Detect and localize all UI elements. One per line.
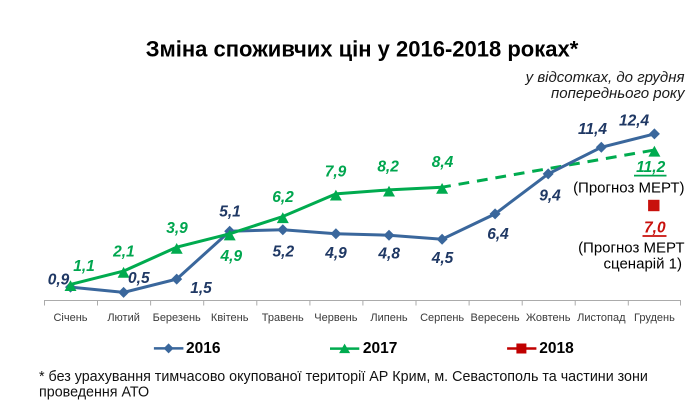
svg-text:7,9: 7,9	[325, 164, 347, 181]
svg-text:Квітень: Квітень	[211, 312, 249, 324]
svg-text:4,8: 4,8	[377, 246, 400, 263]
svg-text:Лютий: Лютий	[107, 312, 140, 324]
svg-text:Листопад: Листопад	[577, 312, 626, 324]
svg-text:2018: 2018	[539, 340, 574, 357]
svg-text:12,4: 12,4	[619, 112, 650, 129]
svg-text:(Прогноз МЕРТ): (Прогноз МЕРТ)	[573, 179, 684, 196]
svg-text:Вересень: Вересень	[471, 312, 520, 324]
svg-text:11,4: 11,4	[578, 121, 607, 138]
svg-text:1,5: 1,5	[190, 280, 212, 297]
svg-text:Серпень: Серпень	[420, 312, 464, 324]
svg-text:4,9: 4,9	[220, 248, 243, 265]
svg-text:Грудень: Грудень	[634, 312, 675, 324]
svg-text:5,1: 5,1	[219, 204, 241, 221]
svg-text:11,2: 11,2	[636, 159, 665, 176]
svg-text:9,4: 9,4	[539, 187, 561, 204]
svg-text:2017: 2017	[363, 340, 397, 357]
svg-text:у відсотках, до грудня: у відсотках, до грудня	[525, 69, 685, 86]
svg-text:5,2: 5,2	[273, 244, 295, 261]
svg-text:0,5: 0,5	[128, 270, 150, 287]
svg-text:попереднього року: попереднього року	[551, 85, 686, 102]
svg-text:сценарій 1): сценарій 1)	[604, 256, 682, 273]
svg-text:4,9: 4,9	[324, 245, 347, 262]
svg-text:6,2: 6,2	[272, 189, 294, 206]
svg-text:* без урахування тимчасово оку: * без урахування тимчасово окупованої те…	[39, 369, 648, 385]
svg-text:8,4: 8,4	[432, 154, 454, 171]
svg-text:проведення АТО: проведення АТО	[39, 384, 149, 400]
svg-text:Зміна споживчих цін у 2016-201: Зміна споживчих цін у 2016-2018 роках*	[146, 37, 579, 62]
svg-text:3,9: 3,9	[166, 220, 188, 237]
svg-text:6,4: 6,4	[487, 226, 509, 243]
svg-text:Липень: Липень	[370, 312, 408, 324]
svg-text:Жовтень: Жовтень	[526, 312, 571, 324]
svg-text:8,2: 8,2	[377, 159, 399, 176]
svg-text:(Прогноз МЕРТ: (Прогноз МЕРТ	[578, 240, 684, 257]
svg-text:Червень: Червень	[314, 312, 357, 324]
svg-text:7,0: 7,0	[644, 220, 666, 237]
svg-text:Січень: Січень	[53, 312, 87, 324]
svg-text:2016: 2016	[186, 340, 221, 357]
svg-text:4,5: 4,5	[431, 250, 454, 267]
svg-text:Травень: Травень	[262, 312, 304, 324]
svg-text:2,1: 2,1	[112, 244, 135, 261]
svg-text:Березень: Березень	[153, 312, 201, 324]
svg-text:1,1: 1,1	[73, 258, 95, 275]
svg-text:0,9: 0,9	[48, 272, 70, 289]
